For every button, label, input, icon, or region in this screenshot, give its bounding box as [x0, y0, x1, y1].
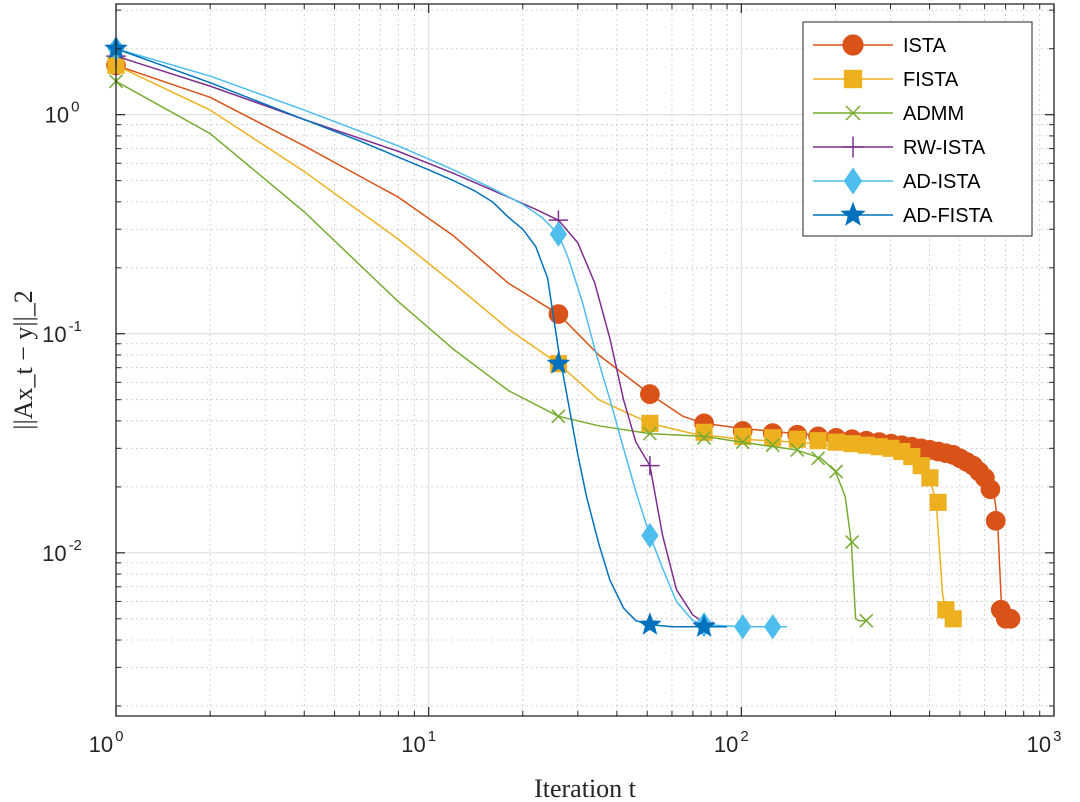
legend-item-ad-fista: AD-FISTA — [813, 201, 993, 227]
legend-label: AD-ISTA — [903, 171, 981, 193]
data-point-ad-ista — [764, 614, 782, 640]
plot-frame — [115, 3, 1055, 717]
series-line-ad-ista — [115, 47, 788, 628]
marker-stroke — [811, 451, 826, 466]
legend-swatch-marker — [843, 167, 863, 195]
tick-labels: 10 0 10 1 10 2 10 310 -210 -110 0 — [42, 99, 1061, 757]
axis-ticks — [115, 4, 1055, 716]
data-point-admm — [697, 430, 712, 445]
data-point-ad-fista — [638, 612, 662, 635]
data-point-admm — [790, 442, 805, 457]
data-point-ista — [985, 510, 1006, 531]
legend-label: AD-FISTA — [903, 205, 993, 227]
legend-item-fista: FISTA — [813, 69, 959, 91]
legend-label: RW-ISTA — [903, 137, 986, 159]
data-point-admm — [859, 613, 874, 628]
marker-stroke — [642, 426, 657, 441]
data-point-fista — [929, 493, 947, 511]
data-point-admm — [735, 435, 750, 450]
x-tick-exponent: 3 — [1053, 728, 1061, 745]
marker-stroke — [765, 438, 780, 453]
legend-item-ad-ista: AD-ISTA — [813, 167, 981, 195]
data-point-admm — [642, 426, 657, 441]
x-tick-label: 10 3 — [1027, 728, 1062, 757]
data-point-fista — [843, 435, 861, 453]
legend-label: ISTA — [903, 35, 947, 57]
x-tick-base: 10 — [401, 732, 425, 757]
marker-stroke — [735, 435, 750, 450]
data-point-admm — [845, 535, 860, 550]
data-point-fista — [641, 414, 659, 432]
y-tick-exponent: -2 — [69, 537, 82, 554]
data-point-fista — [734, 427, 752, 445]
data-point-ad-ista — [549, 221, 568, 247]
y-tick-label: 10 -1 — [42, 318, 82, 347]
legend-swatch-marker — [840, 201, 866, 226]
data-point-ad-fista — [692, 614, 716, 637]
x-tick-label: 10 0 — [89, 728, 124, 757]
series-line-ad-fista — [115, 48, 728, 628]
x-axis-label: Iteration t — [534, 774, 637, 802]
y-tick-base: 10 — [45, 103, 69, 128]
legend-box — [802, 21, 1033, 237]
x-tick-label: 10 2 — [714, 728, 749, 757]
y-axis-label: ||Ax_t − y||_2 — [9, 290, 38, 429]
y-tick-exponent: 0 — [71, 99, 79, 116]
legend-swatch-marker — [842, 136, 864, 158]
data-point-fista — [809, 432, 827, 450]
x-tick-exponent: 1 — [428, 728, 436, 745]
series-line-admm — [115, 80, 866, 622]
y-tick-exponent: -1 — [69, 318, 82, 335]
data-point-fista — [921, 469, 939, 487]
y-tick-base: 10 — [42, 541, 66, 566]
marker-stroke — [845, 105, 861, 121]
legend-swatch-marker — [842, 34, 864, 56]
legend-label: ADMM — [903, 103, 964, 125]
legend-label: FISTA — [903, 69, 959, 91]
marker-stroke — [551, 409, 566, 424]
y-tick-label: 10 0 — [45, 99, 80, 128]
x-tick-base: 10 — [714, 732, 738, 757]
legend: ISTA FISTA ADMM RW-ISTA AD-ISTA AD-FISTA — [802, 21, 1033, 237]
data-point-admm — [829, 464, 844, 479]
x-tick-base: 10 — [1027, 732, 1051, 757]
legend-swatch-marker — [843, 69, 863, 89]
marker-stroke — [845, 535, 860, 550]
legend-item-admm: ADMM — [813, 103, 964, 125]
data-point-fista — [788, 430, 806, 448]
legend-item-ista: ISTA — [813, 34, 947, 57]
legend-item-rw-ista: RW-ISTA — [813, 136, 986, 159]
data-point-admm — [811, 451, 826, 466]
marker-stroke — [790, 442, 805, 457]
data-point-fista — [764, 429, 782, 447]
x-tick-exponent: 2 — [740, 728, 748, 745]
y-tick-label: 10 -2 — [42, 537, 82, 566]
data-point-ad-ista — [641, 522, 659, 549]
data-point-ad-fista — [546, 351, 571, 374]
data-point-ista — [980, 479, 1001, 500]
data-point-ista — [640, 384, 660, 405]
data-point-fista — [944, 610, 962, 628]
marker-stroke — [859, 613, 874, 628]
data-point-admm — [551, 409, 566, 424]
data-point-rw-ista — [640, 455, 660, 476]
y-tick-base: 10 — [42, 322, 66, 347]
data-point-fista — [827, 433, 845, 451]
marker-stroke — [697, 430, 712, 445]
x-tick-exponent: 0 — [115, 728, 123, 745]
data-point-admm — [765, 438, 780, 453]
series-line-rw-ista — [115, 55, 705, 624]
x-axis-label-word: Iteration t — [534, 774, 637, 802]
marker-stroke — [829, 464, 844, 479]
x-tick-base: 10 — [89, 732, 113, 757]
data-point-ad-ista — [734, 614, 752, 640]
x-tick-label: 10 1 — [401, 728, 436, 757]
legend-swatch-marker — [845, 105, 861, 121]
data-point-ista — [1000, 608, 1021, 629]
